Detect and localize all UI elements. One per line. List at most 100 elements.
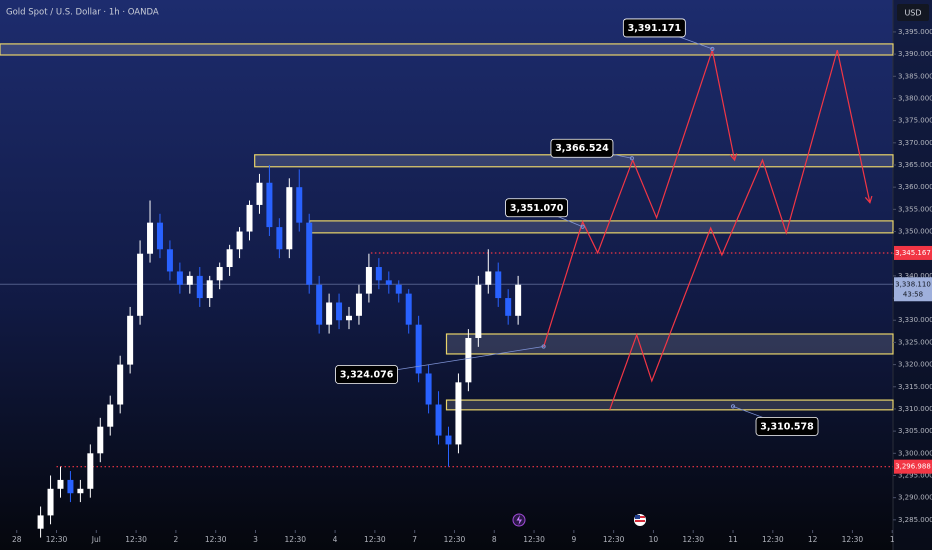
y-tick-label: 3,360.000 xyxy=(898,183,932,191)
level-label: 3,345.167 xyxy=(895,249,931,257)
y-tick-label: 3,295.000 xyxy=(898,471,932,479)
last-price-box xyxy=(894,277,932,302)
y-tick-label: 3,375.000 xyxy=(898,117,932,125)
candle-body xyxy=(147,222,154,254)
x-tick-label: 12:30 xyxy=(444,535,466,544)
candle-body xyxy=(375,267,382,281)
candle-body xyxy=(256,182,263,205)
candle-body xyxy=(37,515,44,529)
y-tick-label: 3,320.000 xyxy=(898,361,932,369)
candle-body xyxy=(186,275,193,285)
y-tick-label: 3,290.000 xyxy=(898,494,932,502)
candle-body xyxy=(67,479,74,494)
currency-box xyxy=(897,4,929,21)
x-tick-label: 12 xyxy=(808,535,818,544)
x-tick-label: 12:30 xyxy=(603,535,625,544)
candle-body xyxy=(395,284,402,294)
y-tick-label: 3,395.000 xyxy=(898,28,932,36)
y-tick-label: 3,325.000 xyxy=(898,338,932,346)
y-tick-label: 3,340.000 xyxy=(898,272,932,280)
callout-anchor xyxy=(629,156,635,161)
candle-body xyxy=(176,271,183,285)
candle-body xyxy=(505,298,512,316)
candle-body xyxy=(495,271,502,299)
candle-body xyxy=(236,231,243,250)
candle-body xyxy=(326,302,333,325)
x-tick-label: 11 xyxy=(728,535,738,544)
last-price-label: 3,338.110 xyxy=(895,280,931,288)
candle-body xyxy=(266,182,273,228)
candle-body xyxy=(296,187,303,223)
projection-path xyxy=(609,49,871,411)
countdown: 43:58 xyxy=(903,290,923,298)
zone xyxy=(445,399,894,411)
candle-body xyxy=(445,435,452,445)
candle-body xyxy=(425,373,432,405)
y-tick-label: 3,380.000 xyxy=(898,94,932,102)
y-tick-label: 3,285.000 xyxy=(898,516,932,524)
x-tick-label: 9 xyxy=(571,535,576,544)
candle-body xyxy=(465,337,472,383)
y-tick-label: 3,315.000 xyxy=(898,383,932,391)
x-tick-label: 8 xyxy=(492,535,497,544)
y-tick-label: 3,300.000 xyxy=(898,449,932,457)
x-tick-label: 10 xyxy=(649,535,659,544)
x-tick-label: 2 xyxy=(174,535,179,544)
callout-label: 3,324.076 xyxy=(340,370,394,381)
price-axis-panel xyxy=(893,0,932,550)
level-label-box xyxy=(894,245,932,260)
x-tick-label: 12:30 xyxy=(284,535,306,544)
y-tick-label: 3,390.000 xyxy=(898,50,932,58)
y-tick-label: 3,350.000 xyxy=(898,228,932,236)
x-tick-label: 12:30 xyxy=(842,535,864,544)
candle-body xyxy=(306,222,313,285)
x-tick-label: 1 xyxy=(890,535,895,544)
chart-title: Gold Spot / U.S. Dollar · 1h · OANDA xyxy=(6,8,159,18)
x-tick-label: 3 xyxy=(253,535,258,544)
x-tick-label: 12:30 xyxy=(762,535,784,544)
candle-body xyxy=(57,479,64,489)
event-icon-flag xyxy=(634,514,646,526)
callout-box xyxy=(505,198,568,218)
y-tick-label: 3,330.000 xyxy=(898,316,932,324)
candle-body xyxy=(117,364,124,405)
callout-box xyxy=(622,18,686,38)
projection-arrowhead xyxy=(729,153,738,162)
candle-body xyxy=(137,253,144,316)
candle-body xyxy=(415,324,422,374)
candle-body xyxy=(156,222,163,250)
candle-body xyxy=(316,284,323,325)
x-tick-label: 12:30 xyxy=(523,535,545,544)
callout-anchor xyxy=(730,404,736,409)
callout-box xyxy=(755,416,819,436)
axes: 3,285.000 3,290.000 3,295.000 3,300.000 3,30… xyxy=(12,28,932,544)
x-tick-label: Jul xyxy=(91,535,101,544)
candle-body xyxy=(365,267,372,294)
candle-body xyxy=(355,293,362,316)
y-tick-label: 3,355.000 xyxy=(898,205,932,213)
candle-body xyxy=(127,315,134,365)
callout-label: 3,310.578 xyxy=(760,421,814,432)
x-tick-label: 12:30 xyxy=(46,535,68,544)
zone xyxy=(0,43,894,56)
x-tick-label: 12:30 xyxy=(364,535,386,544)
candles xyxy=(37,165,522,538)
y-tick-label: 3,365.000 xyxy=(898,161,932,169)
candle-body xyxy=(246,204,253,232)
candle-body xyxy=(107,404,114,427)
currency: USD xyxy=(904,9,921,18)
annotations: 3,391.171 3,366.524 3,351.070 3,324.076 3,31… xyxy=(335,18,819,436)
levels xyxy=(0,252,893,468)
callout-label: 3,391.171 xyxy=(628,23,682,34)
callout-label: 3,351.070 xyxy=(510,203,564,214)
candle-body xyxy=(346,315,353,321)
y-tick-label: 3,310.000 xyxy=(898,405,932,413)
candle-body xyxy=(226,249,233,268)
candle-body xyxy=(216,267,223,281)
x-tick-label: 12:30 xyxy=(205,535,227,544)
event-icon-lightning xyxy=(512,513,526,527)
x-tick-label: 28 xyxy=(12,535,22,544)
callout-anchor xyxy=(580,224,585,229)
callout-box xyxy=(335,365,398,384)
